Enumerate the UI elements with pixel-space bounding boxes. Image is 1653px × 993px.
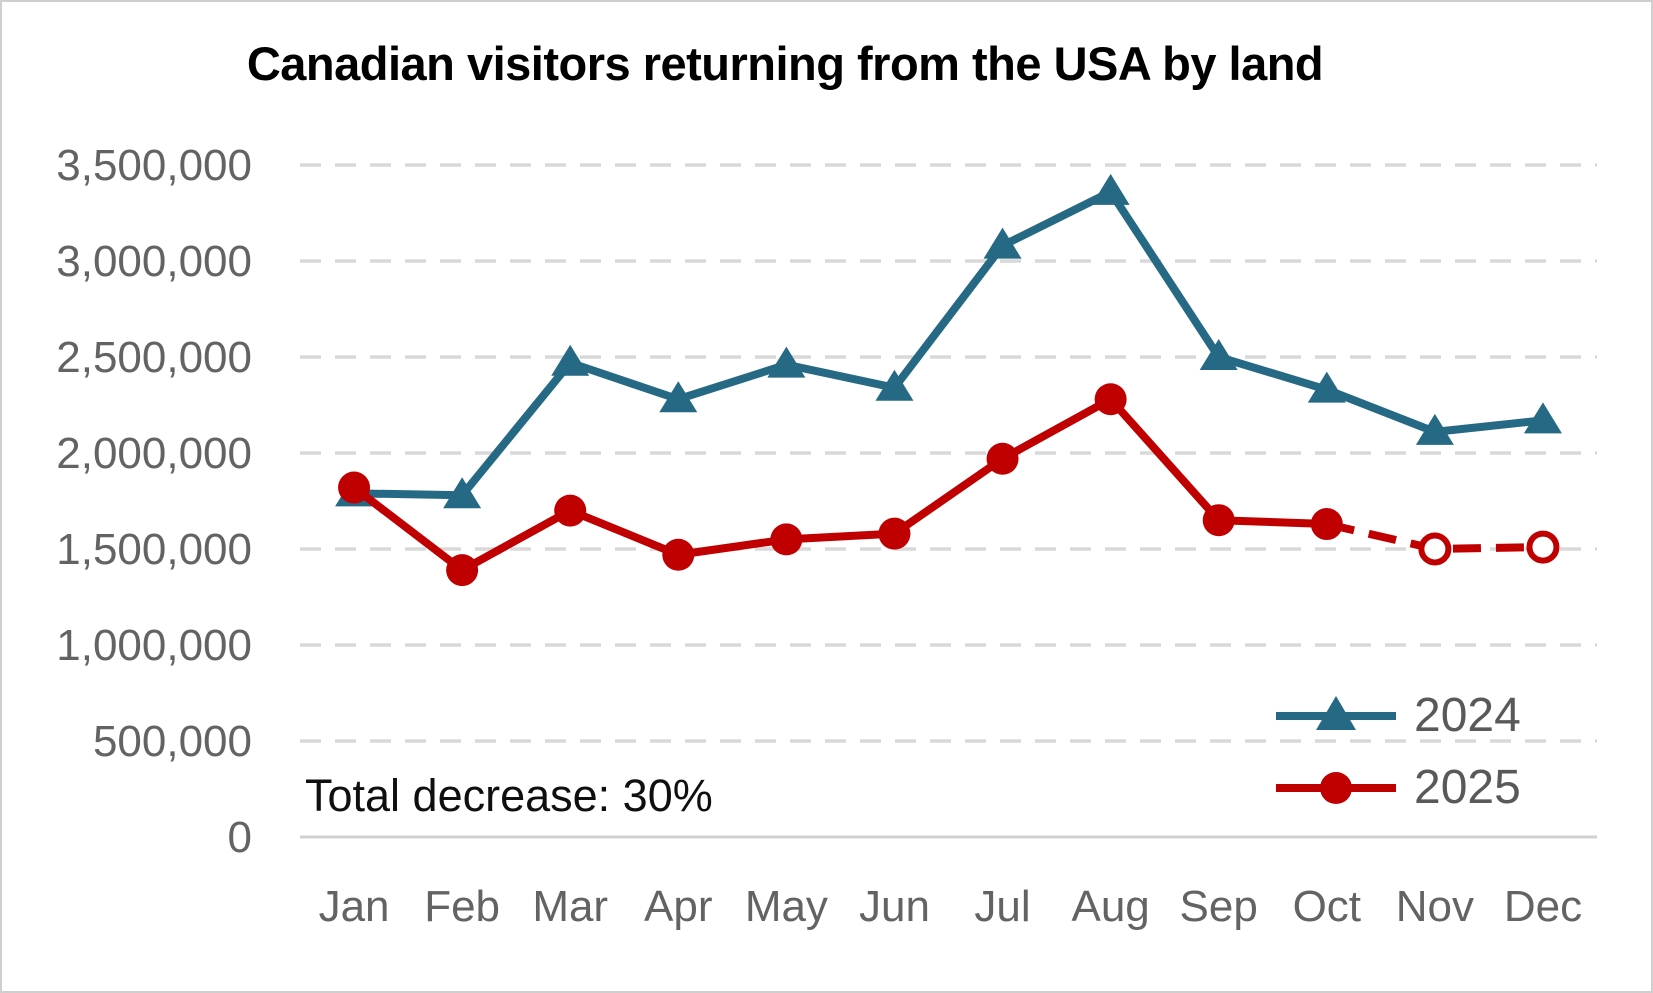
y-tick-label: 2,000,000 bbox=[56, 429, 252, 478]
y-tick-label: 1,500,000 bbox=[56, 525, 252, 574]
y-tick-label: 1,000,000 bbox=[56, 621, 252, 670]
total-decrease-annotation: Total decrease: 30% bbox=[305, 770, 713, 821]
x-tick-label: Apr bbox=[644, 882, 712, 931]
x-tick-label: Jun bbox=[859, 882, 930, 931]
y-tick-label: 2,500,000 bbox=[56, 333, 252, 382]
x-tick-label: Jul bbox=[974, 882, 1030, 931]
series-2025-circle-marker bbox=[1094, 383, 1127, 416]
x-tick-label: Jan bbox=[319, 882, 390, 931]
x-tick-label: Feb bbox=[424, 882, 500, 931]
series-2025-circle-marker bbox=[446, 554, 479, 587]
series-2025-hollow-circle-marker bbox=[1526, 530, 1560, 564]
x-tick-label: May bbox=[745, 882, 828, 931]
series-2024-triangle-marker bbox=[983, 227, 1022, 259]
x-tick-label: Nov bbox=[1396, 882, 1474, 931]
x-tick-label: Sep bbox=[1180, 882, 1258, 931]
series-2024-triangle-marker bbox=[767, 346, 806, 378]
legend-2024-label: 2024 bbox=[1414, 689, 1521, 742]
series-2024-triangle-marker bbox=[443, 477, 482, 509]
series-2024-line bbox=[350, 187, 1547, 500]
series-2025-circle-marker bbox=[338, 471, 371, 504]
legend: 2024 2025 bbox=[1272, 689, 1521, 814]
x-tick-label: Oct bbox=[1293, 882, 1361, 931]
series-2025-circle-marker bbox=[1310, 508, 1343, 541]
x-tick-label: Dec bbox=[1504, 882, 1582, 931]
y-tick-label: 500,000 bbox=[93, 717, 252, 766]
series-2025-circle-marker bbox=[770, 523, 803, 556]
x-tick-label: Aug bbox=[1071, 882, 1149, 931]
series-2025-hollow-circle-marker bbox=[1418, 532, 1452, 566]
chart-title: Canadian visitors returning from the USA… bbox=[246, 37, 1324, 90]
series-2024-triangle-marker bbox=[1415, 413, 1454, 445]
series-2024-triangle-marker bbox=[875, 369, 914, 401]
legend-item-2025: 2025 bbox=[1272, 761, 1521, 814]
legend-2024-line-triangle-icon bbox=[1276, 696, 1396, 730]
series-2024-triangle-marker bbox=[1307, 371, 1346, 403]
series-2025-circle-marker bbox=[1202, 504, 1235, 537]
series-2024-triangle-marker bbox=[551, 344, 590, 376]
series-2024-triangle-marker bbox=[659, 381, 698, 413]
legend-2025-circle-marker-icon bbox=[1320, 772, 1352, 804]
y-tick-label: 3,000,000 bbox=[56, 237, 252, 286]
legend-2024-triangle-marker-icon bbox=[1316, 696, 1356, 730]
legend-2025-label: 2025 bbox=[1414, 761, 1521, 814]
y-tick-label: 3,500,000 bbox=[56, 141, 252, 190]
series-2025-circle-marker bbox=[878, 517, 911, 550]
series-2024-triangle-marker bbox=[1523, 402, 1562, 434]
series-2024-triangle-marker bbox=[1091, 173, 1130, 205]
series-2025-circle-marker bbox=[554, 494, 587, 527]
y-tick-label: 0 bbox=[228, 813, 252, 862]
series-2025-circle-marker bbox=[662, 538, 695, 571]
series-2025-circle-marker bbox=[986, 442, 1019, 475]
series-2024-triangle-marker bbox=[1199, 339, 1238, 370]
legend-2025-line-circle-icon bbox=[1276, 772, 1396, 804]
legend-item-2024: 2024 bbox=[1272, 689, 1521, 742]
x-tick-label: Mar bbox=[532, 882, 608, 931]
series-2025-line bbox=[350, 395, 1331, 575]
